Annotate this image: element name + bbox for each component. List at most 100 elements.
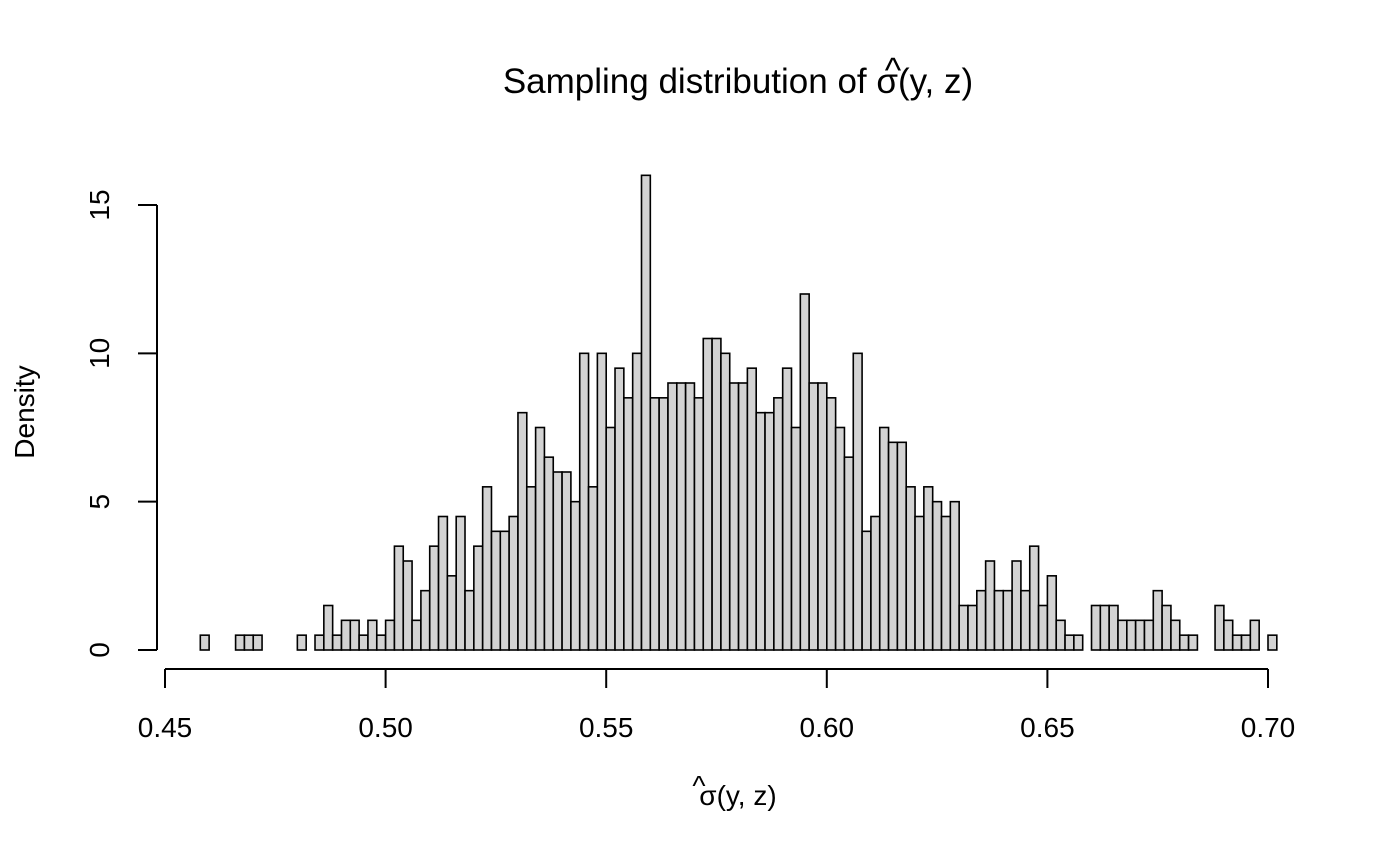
histogram-bar — [790, 426, 802, 651]
histogram-bar — [667, 382, 678, 651]
histogram-bar — [834, 426, 846, 651]
histogram-bar — [817, 382, 828, 651]
histogram-bar — [861, 530, 872, 651]
histogram-bars — [199, 174, 1278, 651]
histogram-bar — [1240, 634, 1252, 651]
histogram-bar — [1214, 604, 1225, 651]
histogram-bar — [596, 352, 608, 651]
histogram-bar — [552, 471, 563, 651]
histogram-bar — [923, 486, 934, 651]
histogram-bar — [1002, 589, 1013, 651]
x-axis: 0.45 0.50 0.55 0.60 0.65 0.70 — [138, 668, 1296, 743]
histogram-bar — [1170, 619, 1181, 651]
x-axis-label-symbol: σ — [699, 780, 716, 811]
histogram-bar — [375, 634, 387, 651]
y-tick-label: 0 — [84, 642, 115, 658]
histogram-bar — [543, 456, 555, 651]
histogram-bar — [1055, 619, 1066, 651]
chart-title-prefix: Sampling distribution of — [503, 62, 877, 101]
histogram-bar — [437, 515, 449, 651]
x-tick-label: 0.60 — [800, 712, 855, 743]
histogram-bar — [1187, 634, 1199, 651]
y-tick-label: 15 — [84, 189, 115, 220]
histogram-bar — [446, 575, 457, 651]
y-tick-label: 5 — [84, 494, 115, 510]
histogram-bar — [808, 382, 819, 651]
histogram-bar — [1126, 619, 1137, 651]
histogram-bar — [314, 634, 325, 651]
histogram-bar — [1231, 634, 1243, 651]
x-tick-label: 0.50 — [358, 712, 413, 743]
histogram-bar — [870, 515, 881, 651]
histogram-bar — [587, 486, 599, 651]
x-tick-label: 0.65 — [1020, 712, 1075, 743]
y-tick-label: 10 — [84, 338, 115, 369]
chart-title-args: (y, z) — [898, 62, 973, 101]
histogram-bar — [570, 500, 581, 651]
x-tick-label: 0.45 — [138, 712, 193, 743]
histogram-bar — [984, 560, 996, 651]
histogram-bar — [781, 367, 793, 651]
histogram-bar — [234, 634, 246, 651]
histogram-bar — [949, 500, 960, 651]
histogram-bar — [1020, 589, 1031, 651]
histogram-bar — [711, 337, 722, 651]
histogram-bar — [693, 397, 705, 651]
histogram-bar — [1037, 604, 1049, 651]
histogram-bar — [1161, 604, 1172, 651]
histogram-bar — [702, 337, 713, 651]
histogram-bar — [296, 634, 307, 651]
histogram-bar — [428, 545, 440, 651]
histogram-bar — [358, 634, 369, 651]
histogram-bar — [340, 619, 352, 651]
histogram-bar — [825, 397, 837, 651]
histogram-bar — [878, 426, 890, 651]
histogram-bar — [384, 619, 396, 651]
histogram-bar — [1028, 545, 1040, 651]
histogram-bar — [1090, 604, 1102, 651]
histogram-bar — [755, 411, 766, 651]
histogram-bar — [684, 382, 696, 651]
histogram-bar — [1143, 619, 1155, 651]
histogram-bar — [931, 500, 943, 651]
histogram-bar — [1223, 619, 1234, 651]
histogram-bar — [746, 367, 758, 651]
histogram-bar — [940, 515, 952, 651]
y-axis-label: Density — [9, 365, 40, 458]
histogram-bar — [1108, 604, 1119, 651]
histogram-bar — [1064, 634, 1075, 651]
histogram-bar — [323, 604, 334, 651]
histogram-bar — [1134, 619, 1146, 651]
histogram-bar — [331, 634, 343, 651]
histogram-bar — [799, 293, 810, 651]
histogram-bar — [631, 352, 643, 651]
x-axis-label-hat: ^ — [692, 770, 705, 801]
histogram-bar — [578, 352, 590, 651]
histogram-bar — [455, 515, 466, 651]
histogram-bar — [993, 589, 1005, 651]
histogram-bar — [411, 619, 422, 651]
histogram-bar — [623, 397, 634, 651]
chart-title: Sampling distribution of σ(y, z) — [503, 62, 973, 101]
histogram-bar — [773, 397, 784, 651]
histogram-bar — [349, 619, 360, 651]
histogram-bar — [614, 367, 625, 651]
histogram-bar — [420, 589, 431, 651]
histogram-bar — [1046, 575, 1058, 651]
histogram-bar — [764, 411, 775, 651]
histogram-bar — [887, 441, 899, 651]
histogram-bar — [658, 397, 669, 651]
histogram-bar — [525, 486, 537, 651]
histogram-bar — [1152, 589, 1163, 651]
histogram-bar — [1099, 604, 1110, 651]
histogram-bar — [1267, 634, 1278, 651]
histogram-bar — [896, 441, 908, 651]
histogram-bar — [914, 515, 925, 651]
histogram-bar — [675, 382, 687, 651]
histogram-bar — [967, 604, 978, 651]
histogram-bar — [976, 589, 987, 651]
histogram-bar — [243, 634, 255, 651]
histogram-bar — [473, 545, 484, 651]
histogram-bar — [199, 634, 210, 651]
x-tick-label: 0.70 — [1241, 712, 1296, 743]
